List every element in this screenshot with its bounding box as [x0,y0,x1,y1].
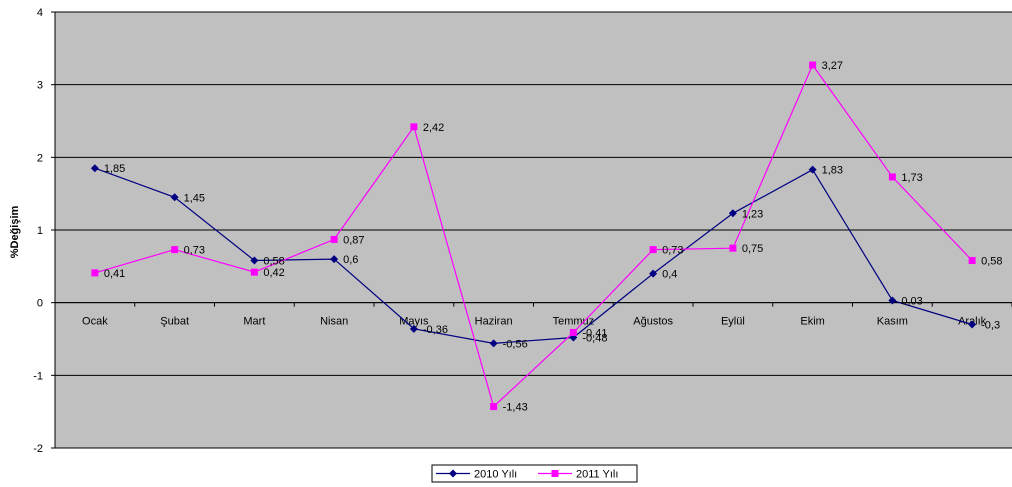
legend: 2010 Yılı 2011 Yılı [431,464,638,483]
x-tick-label: Mayıs [399,316,429,328]
legend-box [431,464,638,483]
data-label: 0,73 [662,245,683,257]
y-axis: -2 -1 0 1 2 3 4 [33,7,56,455]
x-tick-label: Nisan [320,316,348,328]
data-label: -1,43 [503,402,528,414]
y-tick-label: 4 [37,7,43,19]
data-point [171,246,179,254]
data-point [888,296,897,305]
x-axis: Ocak Şubat Mart Nisan Mayıs Haziran Temmuz Ağus… [54,302,1012,328]
x-tick-label: Mart [243,316,265,328]
y-tick-label: 3 [37,80,43,92]
series-group [90,61,977,411]
data-point [809,61,817,69]
series-line-1 [94,167,973,345]
y-axis-label: %Değişim [9,205,21,258]
data-point [170,193,179,202]
data-point [90,164,99,173]
x-tick-label: Ağustos [633,316,673,328]
data-label: 0,42 [263,267,284,279]
data-label: 1,73 [901,172,922,184]
data-label: 0,87 [343,234,364,246]
data-label: 1,45 [184,192,205,204]
x-tick-label: Temmuz [553,316,595,328]
y-tick-label: 1 [37,225,43,237]
data-point [490,403,498,411]
legend-label: 2010 Yılı [474,469,517,481]
data-labels: 1,85 1,45 0,58 0,6 -0,36 -0,56 -0,48 0,4 1,23 1,8… [104,60,1003,414]
data-point [330,255,339,264]
series-line-2 [94,63,973,408]
x-tick-label: Ocak [82,316,108,328]
data-label: -0,48 [582,333,607,345]
data-point [489,339,498,348]
data-label: 0,75 [742,243,763,255]
x-tick-label: Eylül [721,316,745,328]
data-point [410,123,418,131]
data-label: -0,3 [981,319,1000,331]
legend-marker [449,469,457,478]
data-point [888,173,896,181]
y-tick-label: -2 [33,443,43,455]
data-point [250,256,259,265]
data-point [728,209,737,218]
data-label: 1,23 [742,208,763,220]
data-label: 0,03 [901,295,922,307]
data-point [569,328,577,336]
y-tick-label: -1 [33,370,43,382]
data-label: 1,83 [822,165,843,177]
y-tick-label: 2 [37,152,43,164]
data-point [649,246,657,254]
data-point [330,235,338,243]
x-tick-label: Kasım [877,316,908,328]
data-point [968,257,976,265]
data-point [729,244,737,252]
data-point [808,165,817,174]
data-label: -0,56 [503,338,528,350]
data-point [250,268,258,276]
data-label: -0,36 [423,324,448,336]
data-label: 0,58 [263,256,284,268]
data-point [409,324,418,333]
data-label: 0,4 [662,269,677,281]
data-label: 0,41 [104,268,125,280]
data-label: 1,85 [104,163,125,175]
data-point [91,269,99,277]
data-label: 0,73 [184,245,205,257]
data-point [968,320,977,329]
data-label: 0,58 [981,256,1002,268]
x-tick-label: Haziran [475,316,513,328]
legend-label: 2011 Yılı [576,469,618,481]
data-label: -0,41 [582,327,607,339]
x-tick-label: Ekim [800,316,824,328]
legend-marker [551,470,559,477]
data-label: 0,6 [343,254,358,266]
data-label: 3,27 [822,60,843,72]
data-point [649,269,658,278]
y-tick-label: 0 [37,298,43,310]
x-tick-label: Şubat [160,316,189,328]
data-label: 2,42 [423,122,444,134]
